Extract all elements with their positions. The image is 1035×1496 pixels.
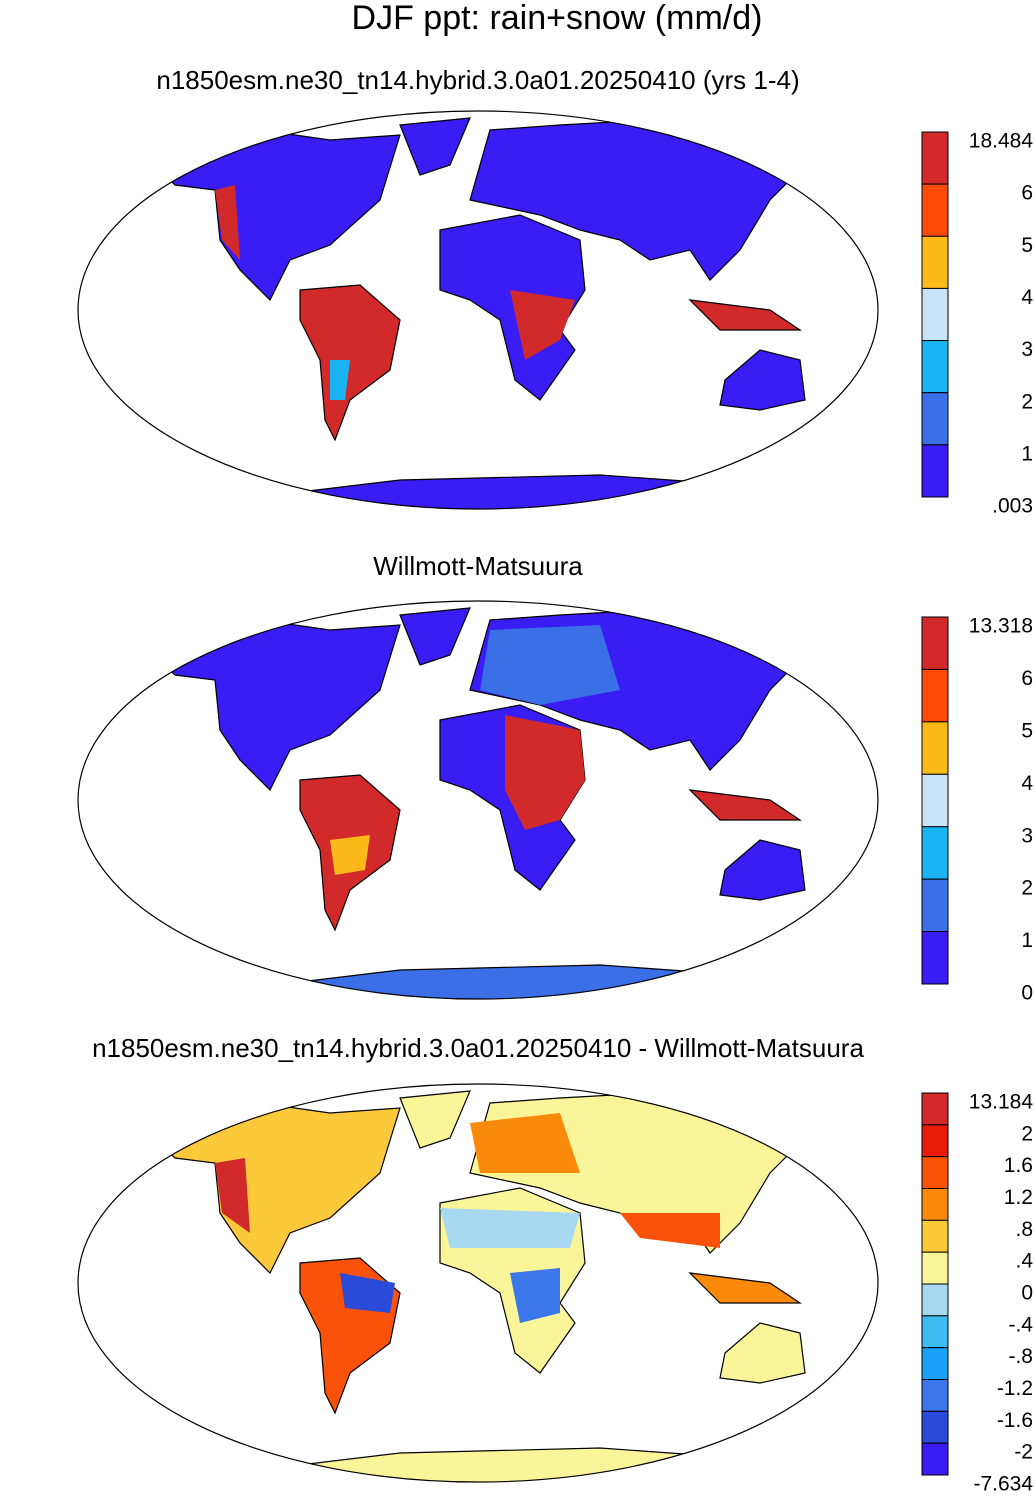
colorbar-label: 1.2 — [1004, 1186, 1033, 1209]
wet-region — [215, 185, 240, 260]
colorbar-label: -1.2 — [997, 1377, 1033, 1400]
colorbar-box — [921, 1315, 949, 1349]
colorbar-box — [921, 1188, 949, 1221]
colorbar-label: 3 — [1021, 338, 1033, 361]
colorbar-box — [921, 878, 949, 933]
colorbar: 18.484 6 5 4 3 2 1 .003 — [921, 130, 1034, 518]
colorbar-label: 0 — [1021, 982, 1033, 1005]
figure-title: DJF ppt: rain+snow (mm/d) — [352, 0, 763, 37]
colorbar-box — [921, 826, 949, 880]
colorbar-box — [921, 1442, 949, 1476]
panel-subtitle: Willmott-Matsuura — [373, 551, 583, 581]
colorbar-label: 6 — [1021, 667, 1033, 690]
map-border — [77, 1083, 879, 1483]
colorbar: 13.184 2 1.6 1.2 .8 .4 0 -.4 -.8 -1.2 -1.6 -2 -7.634 — [921, 1091, 1034, 1496]
colorbar-label: 3 — [1021, 824, 1033, 847]
region — [215, 1158, 250, 1233]
colorbar-label: 13.184 — [969, 1091, 1034, 1114]
land — [139, 607, 821, 999]
colorbar-label: 13.318 — [969, 615, 1033, 638]
colorbar-label: 4 — [1021, 772, 1033, 795]
region — [440, 1208, 580, 1248]
colorbar-label: .4 — [1015, 1250, 1033, 1273]
colorbar-box — [921, 131, 949, 185]
colorbar-box — [921, 340, 949, 394]
colorbar: 13.318 6 5 4 3 2 1 0 — [921, 615, 1033, 1005]
colorbar-box — [921, 183, 949, 237]
colorbar-box — [921, 721, 949, 775]
panel-subtitle: n1850esm.ne30_tn14.hybrid.3.0a01.2025041… — [156, 65, 799, 95]
panel-subtitle: n1850esm.ne30_tn14.hybrid.3.0a01.2025041… — [92, 1033, 864, 1063]
colorbar-box — [921, 1219, 949, 1253]
colorbar-box — [921, 392, 949, 446]
colorbar-box — [921, 1092, 949, 1126]
colorbar-label: 4 — [1021, 286, 1033, 309]
region — [620, 1213, 720, 1248]
colorbar-label: 2 — [1021, 390, 1033, 413]
map — [77, 600, 879, 1000]
colorbar-label: 2 — [1021, 877, 1033, 900]
colorbar-label: 5 — [1021, 234, 1033, 257]
colorbar-box — [921, 1347, 949, 1380]
colorbar-box — [921, 1283, 949, 1317]
region — [480, 625, 620, 705]
colorbar-label: 5 — [1021, 719, 1033, 742]
colorbar-label: 1 — [1021, 929, 1033, 952]
colorbar-box — [921, 773, 949, 828]
colorbar-label: .003 — [992, 495, 1033, 518]
colorbar-label: 1 — [1021, 442, 1033, 465]
colorbar-box — [921, 235, 949, 289]
region — [330, 360, 350, 400]
colorbar-label: 1.6 — [1004, 1154, 1033, 1177]
colorbar-label: -.4 — [1008, 1313, 1033, 1336]
colorbar-box — [921, 616, 949, 670]
colorbar-box — [921, 287, 949, 342]
colorbar-box — [921, 444, 949, 498]
colorbar-label: -1.6 — [997, 1409, 1033, 1432]
wet-region — [510, 290, 575, 360]
colorbar-box — [921, 668, 949, 723]
colorbar-label: 2 — [1021, 1122, 1033, 1145]
colorbar-label: .8 — [1015, 1218, 1033, 1241]
colorbar-label: -2 — [1014, 1441, 1033, 1464]
land — [139, 117, 821, 509]
colorbar-label: -.8 — [1008, 1345, 1033, 1368]
map-border — [77, 110, 879, 510]
colorbar-box — [921, 1156, 949, 1189]
region — [330, 835, 370, 875]
colorbar-box — [921, 1124, 949, 1158]
map-border — [77, 600, 879, 1000]
colorbar-label: 0 — [1021, 1282, 1033, 1305]
colorbar-box — [921, 1251, 949, 1285]
map — [77, 1083, 879, 1483]
region — [470, 1113, 580, 1173]
colorbar-label: 18.484 — [969, 130, 1034, 153]
colorbar-box — [921, 1379, 949, 1412]
map — [139, 117, 821, 509]
region — [340, 1273, 395, 1313]
wet-region — [505, 715, 585, 830]
colorbar-box — [921, 1410, 949, 1444]
colorbar-label: 6 — [1021, 182, 1033, 205]
colorbar-box — [921, 931, 949, 985]
colorbar-label: -7.634 — [973, 1473, 1033, 1491]
region — [510, 1268, 560, 1323]
